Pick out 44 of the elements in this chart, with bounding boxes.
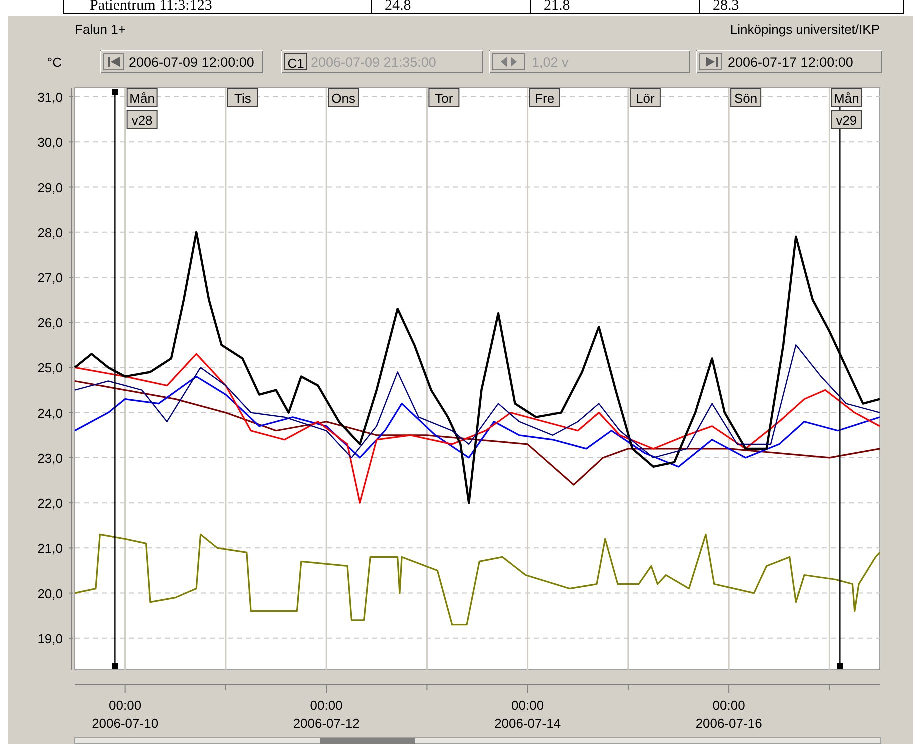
y-axis-title: °C [47, 55, 62, 70]
y-tick-label: 31,0 [38, 90, 63, 106]
chart-title: Falun 1+ [75, 22, 126, 37]
x-tick-label: 00:00 2006-07-10 [92, 698, 159, 731]
x-tick-label: 00:00 2006-07-12 [293, 698, 360, 731]
y-tick-label: 26,0 [38, 316, 63, 331]
y-tick-label: 24,0 [38, 406, 63, 421]
text: 21.8 [544, 0, 570, 14]
text: 1,02 v [532, 55, 570, 70]
y-tick-label: 23,0 [38, 450, 63, 466]
annotation: Sön [734, 91, 758, 106]
annotation: Mån [834, 91, 860, 106]
text: 28.3 [713, 0, 740, 14]
annotation: Ons [332, 91, 356, 106]
y-tick-label: 30,0 [38, 135, 63, 150]
annotation: Lör [636, 91, 656, 106]
line-series [74, 376, 881, 468]
text: C1 [288, 56, 304, 71]
text: 2006-07-09 12:00:00 [129, 55, 254, 70]
y-tick-label: 21,0 [38, 541, 63, 556]
y-tick-label: 28,0 [38, 225, 63, 240]
y-tick-label: 25,0 [38, 360, 63, 376]
line-series [74, 344, 881, 459]
annotation: v29 [836, 113, 858, 128]
y-tick-label: 27,0 [38, 270, 63, 286]
text: Patientrum 11:3:123 [90, 0, 212, 14]
line-series [74, 353, 881, 504]
annotation: Tor [435, 91, 454, 106]
line-series [74, 534, 881, 626]
chart-subtitle: Linköpings universitet/IKP [730, 22, 880, 37]
y-tick-label: 19,0 [38, 631, 63, 646]
text: 2006-07-09 21:35:00 [311, 55, 436, 70]
y-tick-label: 22,0 [38, 496, 63, 512]
annotation: v28 [132, 113, 153, 128]
y-tick-label: 20,0 [38, 586, 63, 602]
annotation: Mån [130, 91, 155, 106]
annotation: Tis [234, 91, 252, 106]
y-tick-label: 29,0 [38, 180, 63, 196]
text: 2006-07-17 12:00:00 [728, 55, 854, 70]
text: 24.8 [385, 0, 412, 14]
annotation: Fre [535, 91, 555, 106]
x-tick-label: 00:00 2006-07-16 [696, 698, 762, 731]
x-tick-label: 00:00 2006-07-14 [494, 698, 562, 731]
line-series [74, 380, 881, 486]
